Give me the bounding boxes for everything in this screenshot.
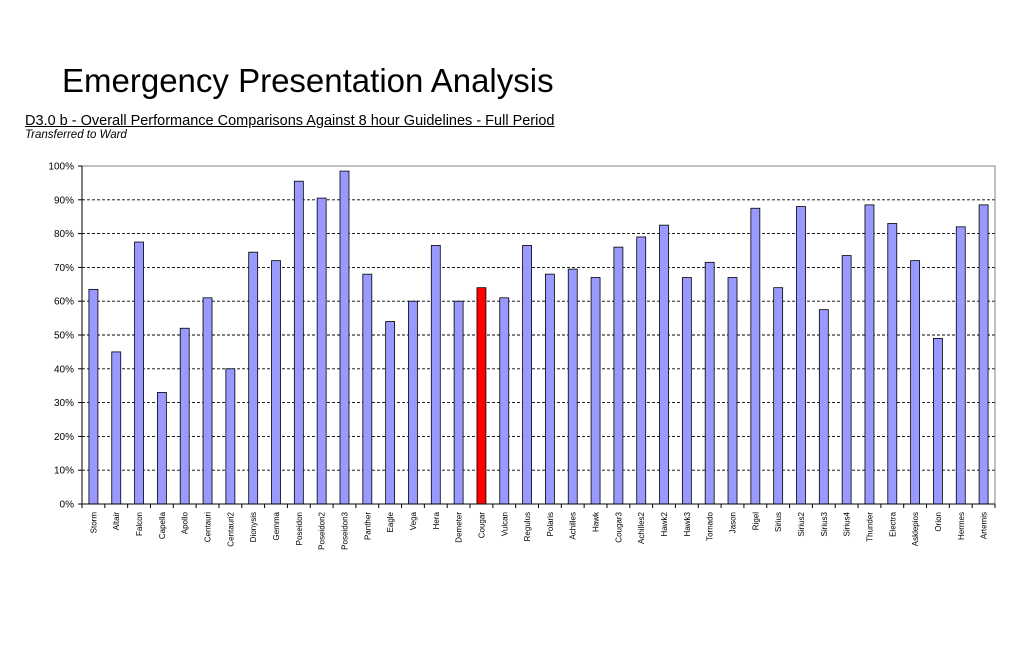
bar-centauri (202, 297, 213, 505)
x-tick-label: Sirius2 (797, 511, 806, 536)
bar-demeter (453, 300, 464, 505)
x-tick-label: Hermes (957, 512, 966, 540)
x-tick-label: Eagle (386, 511, 395, 532)
x-tick-label: Centauri (204, 512, 213, 542)
x-tick-label: Artemis (980, 512, 989, 539)
bar-hermes (955, 226, 966, 505)
bar-eagle (385, 321, 396, 505)
x-tick-label: Sirius4 (843, 511, 852, 536)
x-tick-label: Hera (432, 511, 441, 529)
x-tick-label: Jason (729, 512, 738, 533)
chart-title: D3.0 b - Overall Performance Comparisons… (25, 113, 555, 129)
bar-sirius2 (796, 206, 806, 505)
y-tick-label: 60% (54, 297, 74, 308)
x-tick-label: Apollo (181, 511, 190, 534)
x-tick-label: Gemma (272, 511, 281, 540)
bar-cougar3 (613, 246, 624, 505)
x-tick-label: Vulcan (500, 512, 509, 536)
x-tick-label: Sirius (774, 512, 783, 532)
bar-sirius3 (818, 309, 829, 505)
axes (78, 165, 996, 508)
bar-hawk2 (659, 224, 669, 505)
x-tick-label: Centauri2 (226, 511, 235, 546)
x-tick-label: Hawk (592, 511, 601, 532)
bar-rigel (750, 207, 761, 505)
bar-cougar (476, 287, 487, 505)
x-tick-label: Falcon (135, 512, 144, 536)
bar-poseidon (293, 180, 304, 505)
tick-labels: 0% 10% 20% 30% 40% 50% 60% 70% 80% 90% 100% Storm Al… (48, 162, 988, 550)
bar-regulus (522, 245, 532, 505)
x-tick-label: Regulus (523, 512, 532, 541)
x-tick-label: Poseidon2 (318, 511, 327, 549)
chart-subtitle: Transferred to Ward (25, 129, 127, 141)
bar-hawk (590, 277, 601, 505)
x-tick-label: Capella (158, 511, 167, 539)
bar-altair (111, 351, 122, 505)
bar-dionysis (248, 251, 259, 505)
y-tick-label: 30% (54, 398, 74, 409)
x-tick-label: Sirius3 (820, 511, 829, 536)
x-tick-label: Thunder (865, 512, 874, 542)
bar-poseidon3 (339, 170, 350, 505)
x-tick-label: Rigel (751, 512, 760, 530)
x-tick-label: Cougar3 (614, 511, 623, 542)
y-tick-label: 10% (54, 466, 74, 477)
x-tick-label: Panther (363, 512, 372, 540)
bar-poseidon2 (316, 197, 327, 505)
y-tick-label: 0% (60, 500, 75, 511)
bar-vega (408, 300, 418, 505)
bar-falcon (134, 241, 144, 505)
bar-polaris (545, 273, 555, 505)
y-tick-label: 100% (48, 162, 74, 173)
bar-achilles2 (636, 236, 647, 505)
bar-storm (88, 288, 99, 505)
y-tick-label: 40% (54, 364, 74, 375)
gridlines (82, 199, 995, 471)
y-tick-label: 20% (54, 432, 74, 443)
bar-asklepios (910, 260, 921, 505)
y-tick-label: 50% (54, 331, 74, 342)
x-tick-label: Polaris (546, 512, 555, 536)
x-tick-label: Electra (888, 511, 897, 536)
y-tick-label: 80% (54, 229, 74, 240)
bar-electra (887, 223, 898, 505)
bar-capella (156, 392, 167, 505)
y-tick-label: 70% (54, 263, 74, 274)
slide-title: Emergency Presentation Analysis (62, 62, 554, 99)
bar-tornado (704, 261, 715, 505)
bar-artemis (978, 204, 989, 505)
bar-sirius4 (841, 255, 852, 505)
x-tick-label: Asklepios (911, 512, 920, 546)
x-tick-label: Poseidon3 (340, 511, 349, 549)
x-tick-label: Hawk3 (683, 511, 692, 536)
x-tick-label: Achilles2 (637, 511, 646, 544)
bars (88, 170, 989, 505)
x-tick-label: Storm (89, 512, 98, 534)
bar-apollo (179, 327, 190, 505)
bar-orion (933, 337, 943, 505)
bar-vulcan (499, 297, 510, 505)
x-tick-label: Tornado (706, 511, 715, 540)
x-tick-label: Cougar (477, 512, 486, 539)
x-tick-label: Demeter (455, 512, 464, 543)
bar-hawk3 (681, 277, 692, 505)
x-tick-label: Hawk2 (660, 511, 669, 536)
bar-gemma (271, 260, 281, 505)
x-tick-label: Achilles (569, 512, 578, 540)
x-tick-label: Altair (112, 512, 121, 531)
bar-thunder (864, 204, 875, 505)
x-tick-label: Orion (934, 512, 943, 532)
x-tick-label: Poseidon (295, 512, 304, 545)
bar-centauri2 (225, 368, 236, 505)
bar-panther (362, 273, 373, 505)
x-tick-label: Vega (409, 511, 418, 530)
bar-sirius (773, 287, 784, 505)
x-tick-label: Dionysis (249, 512, 258, 542)
y-tick-label: 90% (54, 195, 74, 206)
bar-hera (430, 245, 441, 505)
bar-achilles (567, 268, 578, 505)
bar-jason (727, 277, 738, 505)
